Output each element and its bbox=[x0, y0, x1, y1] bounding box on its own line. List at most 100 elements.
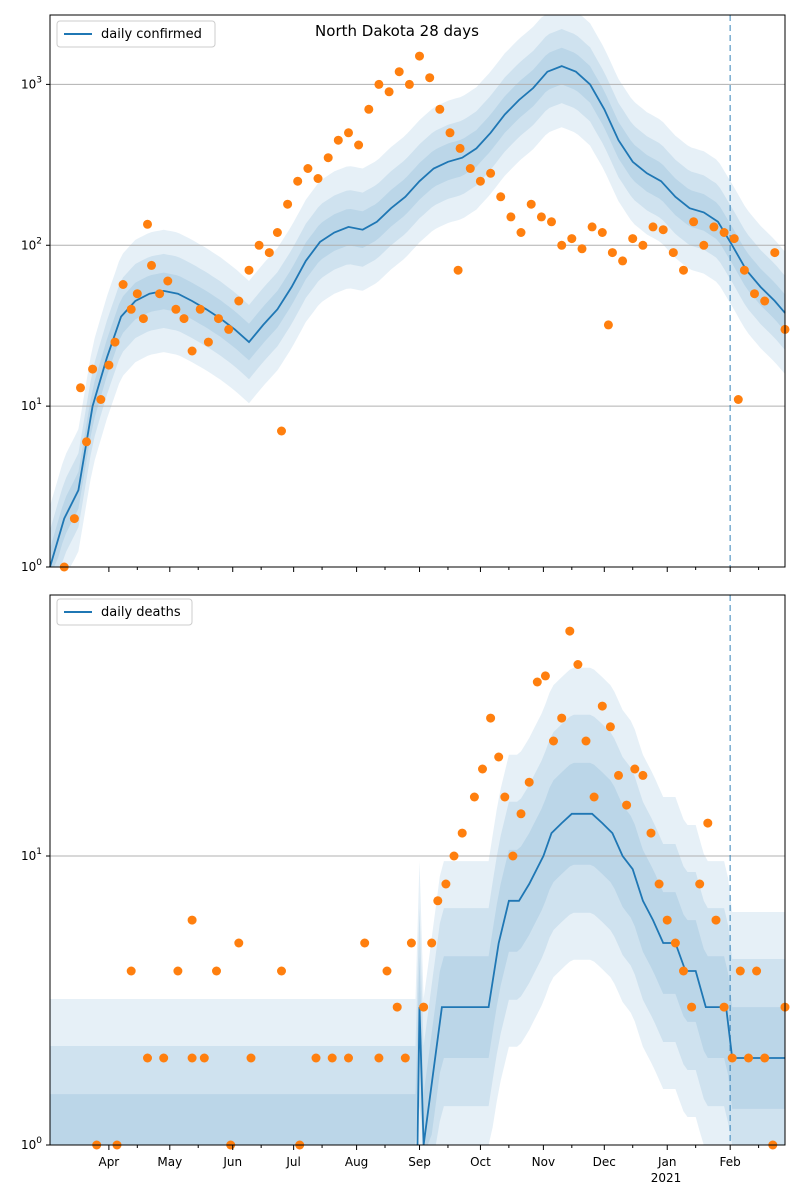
legend-label: daily deaths bbox=[101, 605, 181, 620]
observed-point bbox=[662, 915, 672, 925]
chart-title: North Dakota 28 days bbox=[315, 22, 479, 40]
observed-point bbox=[567, 234, 577, 244]
observed-point bbox=[277, 966, 286, 976]
observed-point bbox=[344, 1053, 353, 1063]
confidence-band-2 bbox=[50, 29, 785, 567]
observed-point bbox=[203, 337, 213, 347]
legend: daily deaths bbox=[56, 598, 193, 626]
x-tick-label: Jun bbox=[222, 1155, 242, 1169]
model-line bbox=[416, 812, 785, 1146]
observed-point bbox=[739, 265, 749, 275]
observed-point bbox=[374, 79, 384, 89]
observed-point bbox=[323, 153, 333, 163]
observed-point bbox=[695, 879, 705, 889]
observed-point bbox=[654, 879, 664, 889]
observed-point bbox=[224, 324, 234, 334]
observed-point bbox=[670, 938, 680, 948]
observed-point bbox=[453, 265, 463, 275]
observed-point bbox=[404, 79, 414, 89]
observed-point bbox=[427, 938, 437, 948]
observed-point bbox=[744, 1053, 753, 1063]
observed-point bbox=[179, 314, 189, 324]
observed-point bbox=[658, 225, 668, 235]
observed-point bbox=[486, 713, 496, 723]
observed-point bbox=[524, 777, 534, 787]
observed-point bbox=[638, 240, 648, 250]
observed-point bbox=[187, 1053, 197, 1063]
observed-point bbox=[532, 677, 542, 687]
plot-frame bbox=[49, 14, 786, 568]
observed-point bbox=[254, 240, 264, 250]
observed-point bbox=[727, 1053, 737, 1063]
observed-point bbox=[187, 915, 197, 925]
y-tick-label: 103 bbox=[21, 75, 42, 91]
observed-point bbox=[360, 938, 370, 948]
legend-label: daily confirmed bbox=[101, 27, 202, 42]
y-tick-label: 100 bbox=[21, 1136, 42, 1152]
observed-point bbox=[729, 234, 739, 244]
observed-point bbox=[234, 938, 244, 948]
observed-point bbox=[110, 337, 120, 347]
model-line bbox=[49, 65, 786, 568]
observed-point bbox=[679, 966, 688, 976]
observed-point bbox=[138, 314, 148, 324]
x-axis-ticks: Apr May Jun Jul Aug Sep Oct Nov Dec Jan Feb bbox=[98, 1145, 760, 1169]
observed-point bbox=[597, 701, 607, 711]
observed-point bbox=[711, 915, 721, 925]
observed-point bbox=[699, 240, 709, 250]
observed-point bbox=[597, 228, 607, 237]
chart-bottom: 100 101 Apr May Jun Jul Aug Sep Oct Nov Dec Jan Feb… bbox=[21, 594, 790, 1185]
observed-point bbox=[406, 938, 416, 948]
observed-point bbox=[126, 304, 136, 314]
observed-point bbox=[536, 212, 546, 222]
y-tick-label: 100 bbox=[21, 558, 42, 574]
observed-point bbox=[603, 320, 613, 330]
observed-point bbox=[719, 1002, 729, 1012]
observed-point bbox=[69, 514, 79, 524]
observed-point bbox=[469, 792, 479, 802]
observed-point bbox=[526, 199, 536, 209]
observed-point bbox=[760, 296, 770, 306]
x-tick-label: Oct bbox=[470, 1155, 491, 1169]
observed-point bbox=[214, 314, 223, 324]
observed-point bbox=[277, 426, 286, 436]
observed-point bbox=[303, 164, 313, 173]
observed-point bbox=[246, 1053, 256, 1063]
observed-point bbox=[703, 818, 713, 828]
legend-box bbox=[56, 20, 216, 48]
confidence-band-1 bbox=[50, 667, 785, 1145]
x-tick-label: Aug bbox=[345, 1155, 368, 1169]
observed-point bbox=[733, 395, 743, 404]
observed-point bbox=[327, 1053, 337, 1063]
observed-point bbox=[449, 851, 459, 861]
observed-point bbox=[441, 879, 451, 889]
observed-point bbox=[425, 73, 435, 83]
observed-point bbox=[614, 770, 623, 780]
observed-point bbox=[752, 966, 762, 976]
observed-point bbox=[143, 219, 152, 229]
observed-point bbox=[392, 1002, 402, 1012]
observed-point bbox=[313, 174, 323, 183]
observed-point bbox=[147, 260, 156, 270]
observed-point bbox=[486, 168, 496, 178]
observed-point bbox=[457, 828, 467, 838]
x-tick-label: Sep bbox=[408, 1155, 431, 1169]
observed-point bbox=[132, 289, 142, 299]
confidence-band-3 bbox=[50, 762, 785, 1145]
observed-point bbox=[587, 222, 597, 232]
observed-point bbox=[159, 1053, 169, 1063]
observed-point bbox=[382, 966, 392, 976]
x-tick-label: May bbox=[157, 1155, 182, 1169]
observed-point bbox=[630, 764, 640, 774]
observed-point bbox=[234, 296, 244, 306]
observed-point bbox=[264, 248, 274, 258]
observed-point bbox=[540, 671, 550, 681]
observed-point bbox=[445, 128, 455, 138]
observed-point bbox=[770, 248, 780, 258]
observed-point bbox=[557, 713, 567, 723]
observed-point bbox=[547, 217, 556, 227]
legend: daily confirmed bbox=[56, 20, 216, 48]
x-axis-ticks bbox=[108, 567, 760, 572]
observed-point bbox=[622, 800, 632, 810]
observed-point bbox=[506, 212, 516, 222]
